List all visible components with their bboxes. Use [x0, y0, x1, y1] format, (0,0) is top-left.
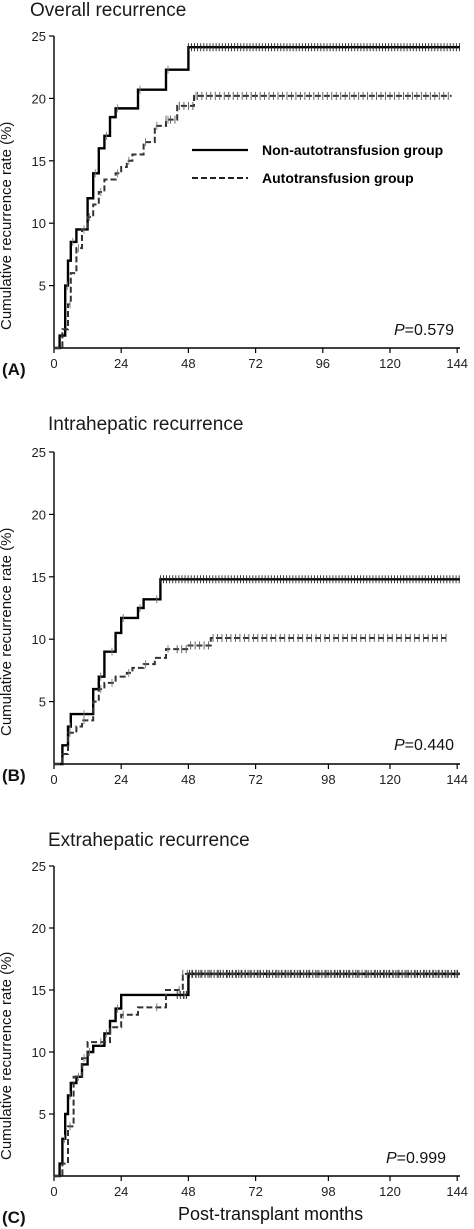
- y-tick-label: 20: [32, 91, 46, 106]
- series-autotransfusion-line: [54, 94, 452, 349]
- y-tick-label: 15: [32, 154, 46, 169]
- panel-label: (A): [2, 360, 26, 379]
- chart-title: Intrahepatic recurrence: [48, 414, 244, 435]
- plot-area: 5 10 15 20 25 0 24 48 72 96 120 144 Non-autotransfus…: [32, 29, 469, 371]
- x-tick-label: 24: [114, 356, 128, 371]
- p-value-text: =0.999: [396, 1150, 447, 1167]
- x-tick-label: 96: [316, 356, 330, 371]
- legend-label: Autotransfusion group: [262, 170, 414, 186]
- x-tick-label: 48: [181, 356, 195, 371]
- y-tick-label: 10: [32, 216, 46, 231]
- x-tick-label: 144: [446, 1184, 468, 1199]
- y-tick-label: 25: [32, 859, 46, 874]
- y-tick-label: 25: [32, 445, 46, 460]
- x-tick-label: 120: [379, 356, 401, 371]
- x-axis-label: Post-transplant months: [178, 1204, 364, 1224]
- x-tick-label: 72: [248, 356, 262, 371]
- x-tick-label: 120: [379, 772, 401, 787]
- panel-overall-recurrence: Overall recurrence Cumulative recurrence…: [0, 0, 474, 380]
- x-tick-label: 48: [181, 772, 195, 787]
- series-non-autotransfusion-line: [54, 46, 460, 350]
- x-tick-label: 120: [379, 1184, 401, 1199]
- y-tick-label: 20: [32, 507, 46, 522]
- p-value-text: =0.579: [404, 322, 455, 339]
- x-tick-label: 72: [248, 1184, 262, 1199]
- x-tick-label: 72: [248, 772, 262, 787]
- p-value-text: =0.440: [404, 737, 455, 754]
- y-tick-label: 15: [32, 983, 46, 998]
- plot-area: 5 10 15 20 25 0 24 48 72 98 120 144: [32, 445, 469, 787]
- p-value-annotation: P=0.440: [394, 737, 455, 754]
- chart-title: Overall recurrence: [30, 0, 187, 21]
- x-tick-label: 98: [321, 772, 335, 787]
- y-tick-label: 15: [32, 570, 46, 585]
- panel-label: (B): [2, 766, 26, 785]
- y-tick-label: 10: [32, 632, 46, 647]
- series-non-autotransfusion-line: [54, 972, 460, 1178]
- y-tick-label: 25: [32, 29, 46, 44]
- x-tick-label: 48: [181, 1184, 195, 1199]
- series-autotransfusion-line: [54, 972, 460, 1177]
- x-tick-label: 0: [50, 772, 57, 787]
- series-autotransfusion-line: [54, 636, 446, 765]
- x-tick-label: 144: [446, 772, 468, 787]
- x-tick-label: 144: [446, 356, 468, 371]
- y-tick-label: 10: [32, 1045, 46, 1060]
- y-tick-label: 5: [39, 279, 46, 294]
- x-tick-label: 98: [321, 1184, 335, 1199]
- y-tick-label: 5: [39, 695, 46, 710]
- legend-label: Non-autotransfusion group: [262, 142, 443, 158]
- x-tick-label: 0: [50, 356, 57, 371]
- y-tick-label: 5: [39, 1107, 46, 1122]
- panel-label: (C): [2, 1208, 26, 1227]
- p-value-annotation: P=0.999: [386, 1150, 447, 1167]
- chart-title: Extrahepatic recurrence: [48, 830, 250, 851]
- panel-intrahepatic-recurrence: Intrahepatic recurrence Cumulative recur…: [0, 414, 455, 785]
- x-tick-label: 0: [50, 1184, 57, 1199]
- series-non-autotransfusion-line: [54, 578, 460, 766]
- plot-area: 5 10 15 20 25 0 24 48 72 98 120 144: [32, 859, 469, 1199]
- x-tick-label: 24: [114, 1184, 128, 1199]
- p-value-annotation: P=0.579: [394, 322, 455, 339]
- y-tick-label: 20: [32, 921, 46, 936]
- x-tick-label: 24: [114, 772, 128, 787]
